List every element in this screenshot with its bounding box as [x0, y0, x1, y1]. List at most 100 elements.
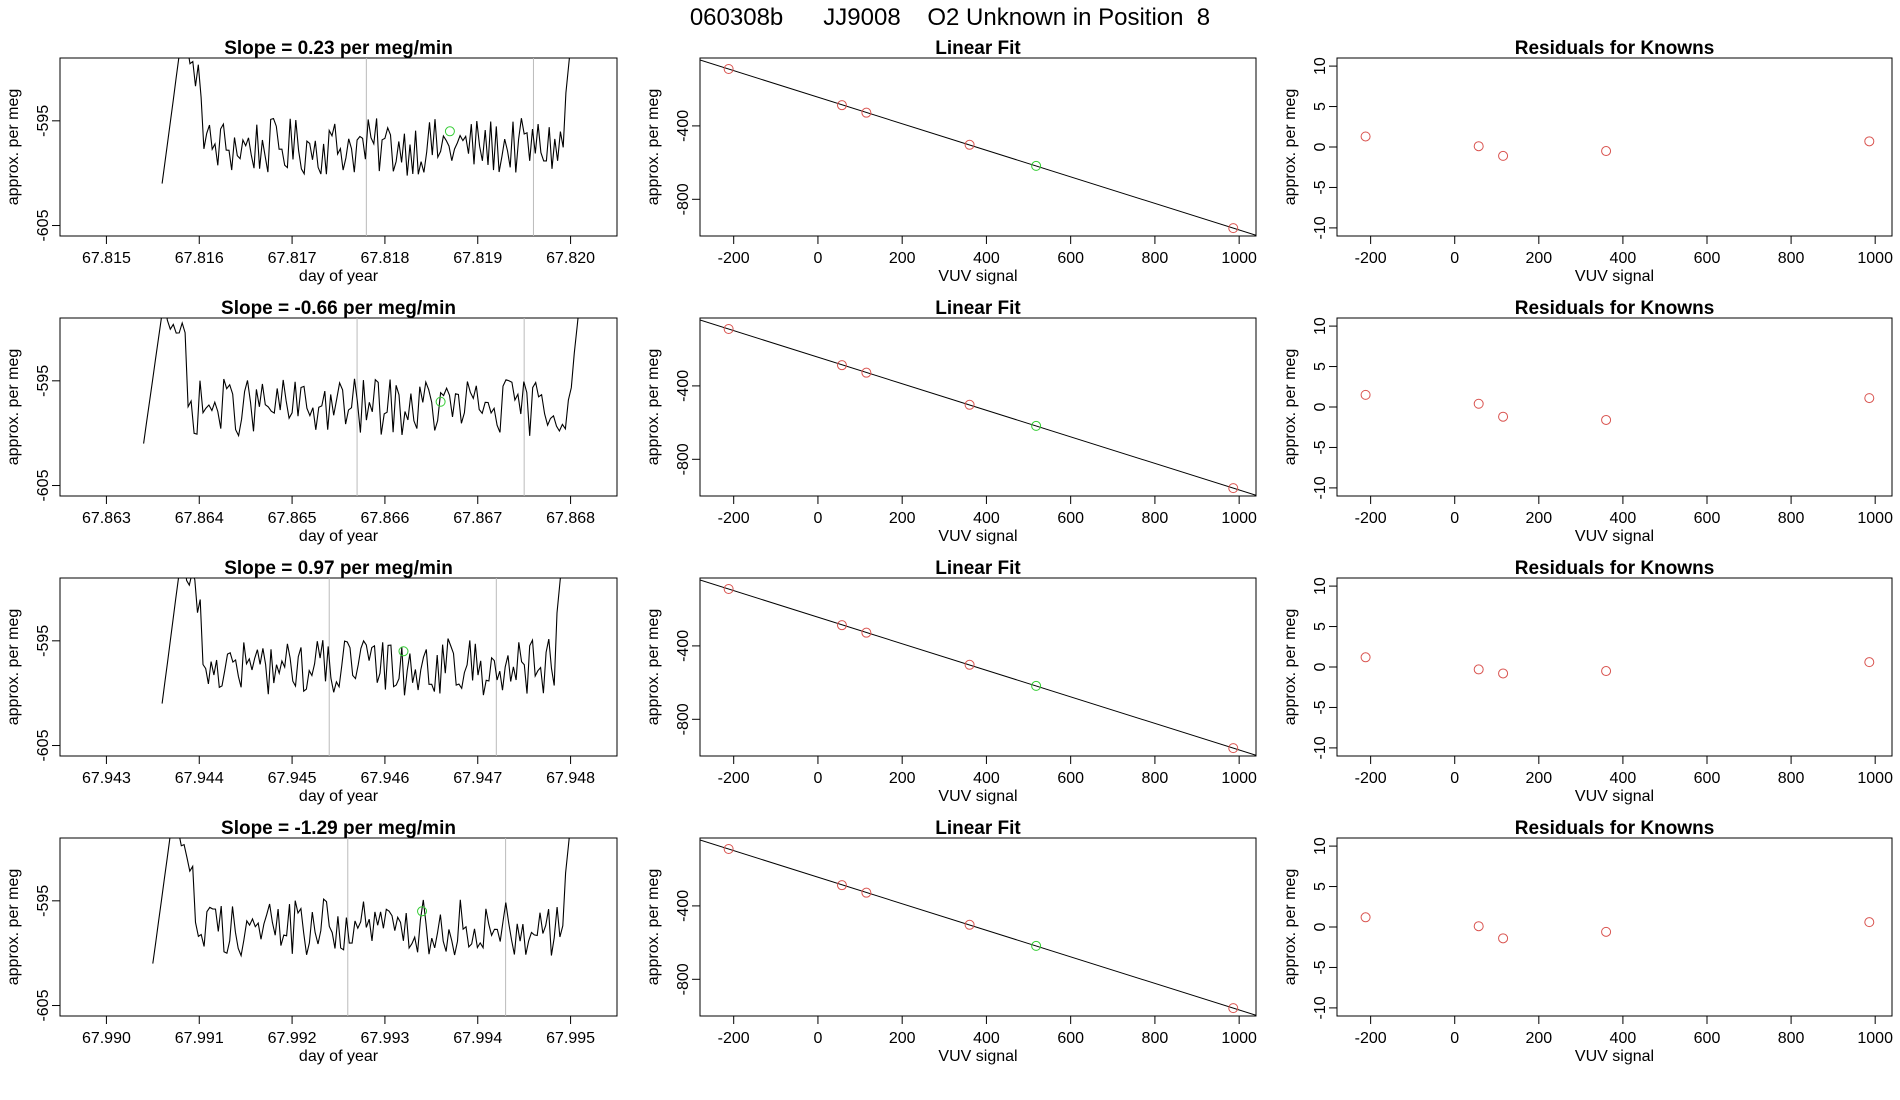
x-tick-label: 1000 [1857, 510, 1893, 527]
x-axis-label: VUV signal [1575, 788, 1654, 805]
residual-point [1498, 668, 1509, 679]
x-axis-label: day of year [299, 1048, 379, 1065]
panel-1-2: Residuals for Knowns-200 0 200 400 600 800 100… [1282, 298, 1893, 545]
x-tick-label: -200 [718, 770, 750, 787]
panel-title: Residuals for Knowns [1515, 818, 1715, 839]
y-axis-label: approx. per meg [1282, 349, 1299, 466]
x-tick-label: 1000 [1857, 250, 1893, 267]
known-point [861, 627, 872, 638]
y-tick-label: -400 [675, 890, 692, 922]
plot-area [1360, 912, 1875, 944]
residual-point [1601, 146, 1612, 157]
x-axis-label: VUV signal [938, 1048, 1017, 1065]
plot-area [161, 578, 561, 756]
y-tick-label: -400 [675, 110, 692, 142]
known-point [861, 887, 872, 898]
unknown-point [435, 396, 446, 407]
y-tick-label: 5 [1312, 622, 1329, 631]
x-tick-label: 200 [1525, 510, 1552, 527]
known-point [723, 844, 734, 855]
y-tick-label: -10 [1312, 996, 1329, 1019]
unknown-point [1031, 160, 1042, 171]
known-point [723, 64, 734, 75]
x-tick-label: 600 [1694, 770, 1721, 787]
known-point [1228, 1003, 1239, 1014]
y-tick-label: 0 [1312, 402, 1329, 411]
y-tick-label: -5 [1312, 440, 1329, 454]
known-point [964, 399, 975, 410]
plot-area [700, 319, 1256, 496]
x-tick-label: 0 [813, 510, 822, 527]
known-point [964, 659, 975, 670]
panel-title: Slope = 0.97 per meg/min [224, 558, 453, 579]
plot-area [1360, 131, 1875, 161]
known-point [1228, 743, 1239, 754]
y-tick-label: -605 [35, 989, 52, 1021]
panel-0-0: Slope = 0.23 per meg/min 67.815 67.816 67.8… [5, 38, 618, 285]
x-tick-label: 67.817 [268, 250, 317, 267]
x-tick-label: 600 [1057, 250, 1084, 267]
y-tick-label: -800 [675, 963, 692, 995]
x-tick-label: 1000 [1221, 1030, 1257, 1047]
y-tick-label: 10 [1312, 837, 1329, 855]
x-tick-label: 1000 [1221, 770, 1257, 787]
unknown-point [444, 126, 455, 137]
x-tick-label: 0 [1450, 510, 1459, 527]
residual-point [1864, 136, 1875, 147]
x-tick-label: 67.820 [546, 250, 595, 267]
x-tick-label: 800 [1778, 1030, 1805, 1047]
y-axis-label: approx. per meg [1282, 89, 1299, 206]
x-axis-label: VUV signal [938, 268, 1017, 285]
panel-0-1: Linear Fit -200 0 200 400 600 800 1000 VUV signa… [645, 38, 1257, 285]
page-title: 060308b JJ9008 O2 Unknown in Position 8 [689, 4, 1211, 31]
panel-2-1: Linear Fit -200 0 200 400 600 800 1000 VUV signa… [645, 558, 1257, 805]
known-point [723, 584, 734, 595]
y-tick-label: 0 [1312, 662, 1329, 671]
x-tick-label: 67.943 [82, 770, 131, 787]
x-axis-label: VUV signal [1575, 528, 1654, 545]
panel-2-2: Residuals for Knowns-200 0 200 400 600 800 100… [1282, 558, 1893, 805]
fit-line [700, 59, 1256, 236]
x-tick-label: 67.947 [453, 770, 502, 787]
plot-area [700, 839, 1256, 1016]
y-tick-label: -5 [1312, 700, 1329, 714]
x-tick-label: 67.864 [175, 510, 224, 527]
plot-area [161, 58, 570, 236]
x-tick-label: 67.994 [453, 1030, 502, 1047]
x-tick-label: 200 [889, 770, 916, 787]
fit-line [700, 579, 1256, 756]
known-point [861, 107, 872, 118]
x-tick-label: 400 [1610, 1030, 1637, 1047]
x-tick-label: 600 [1694, 250, 1721, 267]
x-tick-label: 1000 [1221, 250, 1257, 267]
panel-1-0: Slope = -0.66 per meg/min 67.863 67.864 67.… [5, 298, 618, 545]
x-tick-label: 400 [1610, 770, 1637, 787]
fit-line [700, 319, 1256, 496]
residual-point [1473, 921, 1484, 932]
signal-trace [143, 318, 579, 444]
y-axis-label: approx. per meg [645, 609, 662, 726]
x-tick-label: 67.991 [175, 1030, 224, 1047]
residual-point [1360, 131, 1371, 142]
y-axis-label: approx. per meg [5, 89, 22, 206]
x-tick-label: 67.863 [82, 510, 131, 527]
y-tick-label: -800 [675, 443, 692, 475]
residual-point [1601, 666, 1612, 677]
x-tick-label: 67.816 [175, 250, 224, 267]
plot-frame [1336, 57, 1893, 237]
x-tick-label: 0 [1450, 250, 1459, 267]
residual-point [1473, 398, 1484, 409]
x-axis-label: VUV signal [938, 528, 1017, 545]
y-axis-label: approx. per meg [5, 349, 22, 466]
residual-point [1601, 926, 1612, 937]
y-tick-label: -595 [35, 365, 52, 397]
x-tick-label: 0 [813, 250, 822, 267]
plot-frame [59, 317, 618, 497]
residual-point [1360, 652, 1371, 663]
x-tick-label: 800 [1778, 510, 1805, 527]
fit-line [700, 839, 1256, 1016]
x-tick-label: 400 [1610, 510, 1637, 527]
x-tick-label: 67.815 [82, 250, 131, 267]
y-tick-label: 5 [1312, 102, 1329, 111]
plot-area [1360, 652, 1875, 679]
